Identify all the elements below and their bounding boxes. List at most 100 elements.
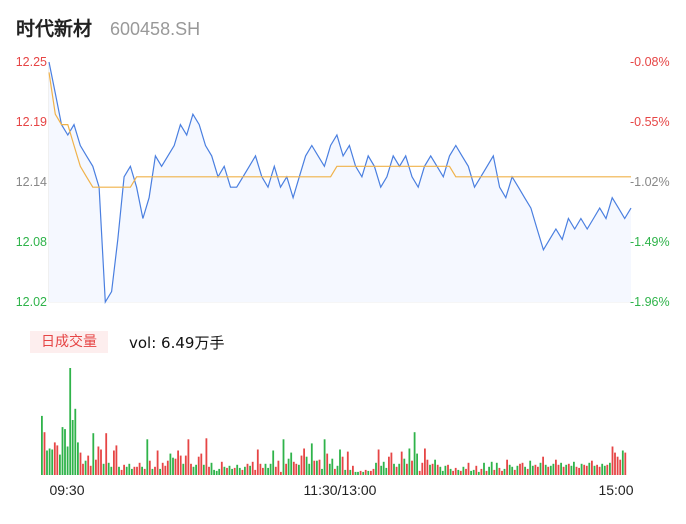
volume-bar <box>454 467 457 475</box>
volume-bar <box>472 469 475 475</box>
volume-bar <box>403 458 406 475</box>
volume-bar <box>362 471 365 475</box>
volume-bar <box>71 420 74 475</box>
volume-bar <box>262 467 264 475</box>
volume-bar <box>344 469 347 475</box>
volume-bar <box>272 450 275 475</box>
chart-header: 时代新材 600458.SH <box>16 14 200 40</box>
price-tick-label: 12.14 <box>16 175 47 189</box>
volume-bar <box>385 467 388 475</box>
volume-bar <box>82 463 84 475</box>
volume-bar <box>236 464 239 475</box>
volume-bar <box>436 464 439 475</box>
volume-bar <box>208 466 210 475</box>
volume-bar <box>526 468 529 475</box>
volume-bar <box>118 466 120 475</box>
volume-bar <box>95 459 97 475</box>
volume-bar <box>46 450 48 475</box>
volume-bar <box>370 470 372 475</box>
volume-bar <box>61 427 64 475</box>
volume-bar <box>513 469 516 475</box>
volume-bar <box>228 465 231 475</box>
volume-bar <box>59 454 61 475</box>
volume-bar <box>429 464 431 475</box>
volume-bar <box>555 459 557 475</box>
volume-bar <box>449 468 452 475</box>
volume-bar <box>138 462 141 475</box>
volume-bar <box>501 470 503 475</box>
percent-axis: -0.08% -0.55% -1.02% -1.49% -1.96% <box>630 55 670 309</box>
percent-tick-label: -0.55% <box>630 115 670 129</box>
volume-bar <box>382 461 385 475</box>
volume-bar <box>41 415 43 475</box>
volume-bar <box>596 464 598 475</box>
volume-bar <box>133 466 136 475</box>
volume-bar <box>48 448 51 475</box>
volume-bar <box>395 466 398 475</box>
volume-bar <box>172 457 174 475</box>
volume-bar <box>151 468 154 475</box>
price-tick-label: 12.08 <box>16 235 47 249</box>
volume-bar <box>462 466 465 475</box>
volume-bar <box>593 465 596 475</box>
volume-bar <box>580 463 583 475</box>
volume-bar <box>578 467 580 475</box>
volume-bar <box>380 465 383 475</box>
volume-bar <box>549 465 552 475</box>
volume-bar <box>560 462 562 475</box>
volume-bar <box>326 453 329 475</box>
volume-bar <box>321 468 323 475</box>
volume-bar <box>92 433 95 475</box>
volume-bar <box>575 466 578 475</box>
volume-bar <box>447 464 449 475</box>
volume-bar <box>583 464 586 475</box>
volume-bar <box>416 453 418 475</box>
percent-tick-label: -1.02% <box>630 175 670 189</box>
stock-name: 时代新材 <box>16 18 93 40</box>
volume-bar <box>246 463 249 475</box>
volume-bar <box>244 466 246 475</box>
volume-bar <box>233 467 236 475</box>
volume-bar <box>305 456 308 475</box>
volume-bar <box>200 453 203 475</box>
volume-bar <box>131 468 133 475</box>
volume-tag: 日成交量 <box>30 331 108 353</box>
volume-bar <box>624 452 627 475</box>
volume-bar <box>619 459 622 475</box>
volume-bar <box>120 469 123 475</box>
volume-bar <box>267 467 269 475</box>
volume-bar <box>287 458 290 475</box>
volume-bar <box>490 461 493 475</box>
volume-bar <box>285 463 287 475</box>
volume-bar <box>457 469 460 475</box>
volume-bar <box>529 460 532 475</box>
volume-bar <box>609 462 611 475</box>
volume-bar <box>334 468 336 475</box>
volume-bar <box>544 464 547 475</box>
volume-bar <box>552 463 555 475</box>
volume-bar <box>611 446 614 475</box>
volume-bar <box>290 452 293 475</box>
volume-bar <box>141 466 143 475</box>
volume-bar <box>159 468 161 475</box>
volume-bar <box>282 439 285 475</box>
volume-bar <box>179 455 182 475</box>
volume-bar <box>300 455 303 475</box>
time-tick-label: 09:30 <box>49 482 84 498</box>
volume-bar <box>537 466 539 475</box>
volume-bar <box>84 460 87 475</box>
volume-bar <box>562 466 565 475</box>
volume-bar <box>182 463 185 475</box>
time-tick-label: 11:30/13:00 <box>304 482 377 498</box>
volume-bar <box>588 462 591 475</box>
volume-bar <box>264 463 267 475</box>
volume-bar <box>441 470 444 475</box>
volume-bar <box>601 463 604 475</box>
price-chart <box>48 61 632 304</box>
volume-bar <box>511 466 514 475</box>
volume-bar <box>249 465 251 475</box>
volume-bar <box>313 460 316 475</box>
volume-bar <box>357 471 359 475</box>
volume-bar <box>202 464 205 475</box>
volume-bar <box>156 450 159 475</box>
